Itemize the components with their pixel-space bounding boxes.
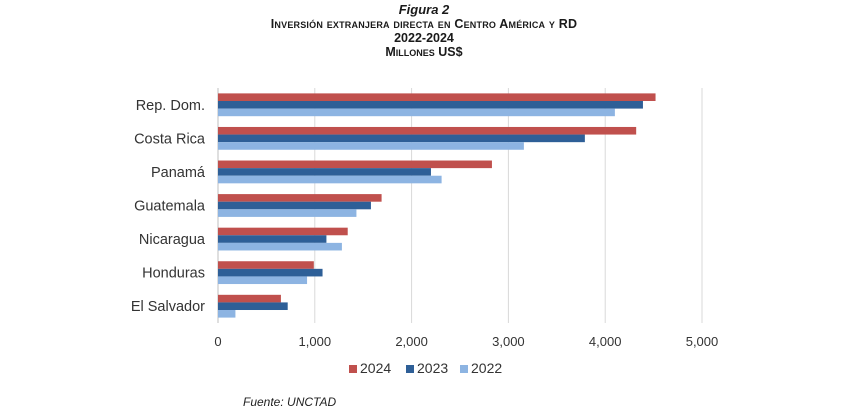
bar-2022-panam- xyxy=(218,175,442,184)
category-label: Guatemala xyxy=(134,199,206,215)
category-label: Rep. Dom. xyxy=(136,98,205,114)
legend-swatch xyxy=(460,365,468,373)
bar-2022-costa-rica xyxy=(218,142,524,150)
legend-label: 2022 xyxy=(471,360,502,376)
bar-2024-guatemala xyxy=(218,194,382,202)
bar-2023-panam- xyxy=(218,168,431,176)
bar-2023-el-salvador xyxy=(218,302,288,311)
chart-title: Inversión extranjera directa en Centro A… xyxy=(270,17,578,31)
category-label: El Salvador xyxy=(131,299,205,315)
bar-2022-guatemala xyxy=(218,209,357,217)
bar-2023-nicaragua xyxy=(218,235,327,243)
legend-swatch xyxy=(349,365,357,373)
bar-2023-costa-rica xyxy=(218,134,585,143)
bar-2022-el-salvador xyxy=(218,310,236,318)
bar-2022-rep-dom- xyxy=(218,108,615,117)
category-label: Honduras xyxy=(142,266,205,282)
chart-units: Millones US$ xyxy=(385,45,463,59)
category-label: Panamá xyxy=(151,165,206,181)
x-tick-label: 1,000 xyxy=(299,334,332,349)
category-label: Nicaragua xyxy=(139,232,206,248)
chart-title-block: Figura 2 Inversión extranjera directa en… xyxy=(0,2,848,59)
bar-2023-guatemala xyxy=(218,201,371,210)
chart-period: 2022-2024 xyxy=(394,31,454,45)
x-tick-label: 4,000 xyxy=(589,334,622,349)
category-label: Costa Rica xyxy=(134,131,206,147)
x-tick-label: 0 xyxy=(214,334,221,349)
legend-label: 2023 xyxy=(417,360,448,376)
bar-2024-rep-dom- xyxy=(218,93,656,101)
bar-2024-costa-rica xyxy=(218,126,637,135)
figure-label: Figura 2 xyxy=(398,2,450,17)
bar-2024-honduras xyxy=(218,261,314,269)
bar-2023-honduras xyxy=(218,268,323,277)
x-tick-label: 2,000 xyxy=(395,334,428,349)
source-note: Fuente: UNCTAD xyxy=(243,395,337,409)
legend-label: 2024 xyxy=(360,360,391,376)
bar-2023-rep-dom- xyxy=(218,100,643,109)
legend-swatch xyxy=(406,365,414,373)
x-tick-label: 3,000 xyxy=(492,334,525,349)
bar-2024-nicaragua xyxy=(218,227,348,236)
bar-2022-honduras xyxy=(218,276,308,285)
bar-2022-nicaragua xyxy=(218,242,342,251)
bar-2024-el-salvador xyxy=(218,294,281,303)
x-tick-label: 5,000 xyxy=(686,334,719,349)
bar-2024-panam- xyxy=(218,160,492,169)
